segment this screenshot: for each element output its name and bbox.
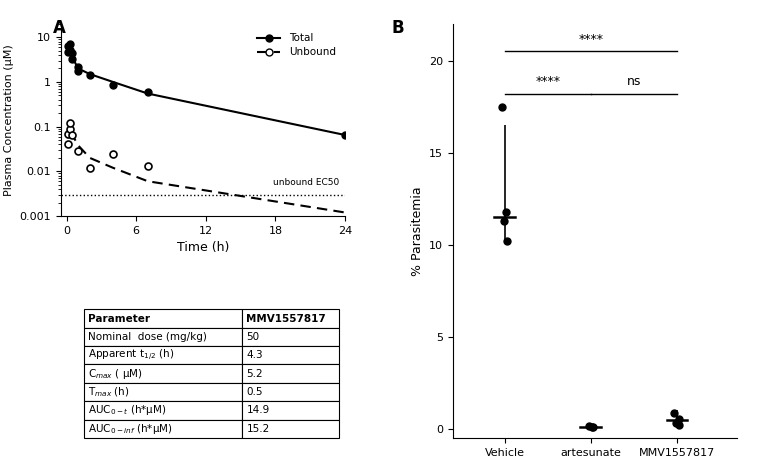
Bar — [242, 419, 339, 438]
Text: 5.2: 5.2 — [246, 368, 263, 378]
Text: unbound EC50: unbound EC50 — [273, 178, 339, 187]
Bar — [84, 401, 242, 419]
Text: ****: **** — [578, 33, 603, 46]
Bar — [84, 327, 242, 346]
Text: Apparent t$_{1/2}$ (h): Apparent t$_{1/2}$ (h) — [88, 347, 174, 363]
Text: T$_{max}$ (h): T$_{max}$ (h) — [88, 385, 129, 399]
Text: 15.2: 15.2 — [246, 424, 270, 434]
Text: 50: 50 — [246, 332, 259, 342]
Bar — [242, 383, 339, 401]
Bar — [242, 309, 339, 327]
Legend: Total, Unbound: Total, Unbound — [253, 29, 340, 61]
Bar — [84, 346, 242, 365]
Bar — [84, 419, 242, 438]
Text: 4.3: 4.3 — [246, 350, 263, 360]
Text: B: B — [391, 19, 404, 37]
Bar — [242, 346, 339, 365]
Text: AUC$_{0-t}$ (h*μM): AUC$_{0-t}$ (h*μM) — [88, 403, 166, 417]
Text: C$_{max}$ ( μM): C$_{max}$ ( μM) — [88, 367, 143, 381]
Bar — [84, 383, 242, 401]
Y-axis label: % Parasitemia: % Parasitemia — [410, 186, 423, 276]
Bar — [242, 401, 339, 419]
Text: Parameter: Parameter — [88, 314, 150, 324]
Text: MMV1557817: MMV1557817 — [246, 314, 326, 324]
Text: AUC$_{0-inf}$ (h*μM): AUC$_{0-inf}$ (h*μM) — [88, 422, 173, 436]
Text: A: A — [53, 19, 66, 37]
Text: 14.9: 14.9 — [246, 406, 270, 416]
X-axis label: Time (h): Time (h) — [177, 241, 229, 254]
Text: ****: **** — [535, 75, 560, 88]
Bar — [84, 365, 242, 383]
Text: Nominal  dose (mg/kg): Nominal dose (mg/kg) — [88, 332, 207, 342]
Bar — [84, 309, 242, 327]
Bar — [242, 365, 339, 383]
Text: ns: ns — [627, 75, 641, 88]
Bar — [242, 327, 339, 346]
Y-axis label: Plasma Concentration (μM): Plasma Concentration (μM) — [4, 44, 14, 196]
Text: 0.5: 0.5 — [246, 387, 263, 397]
